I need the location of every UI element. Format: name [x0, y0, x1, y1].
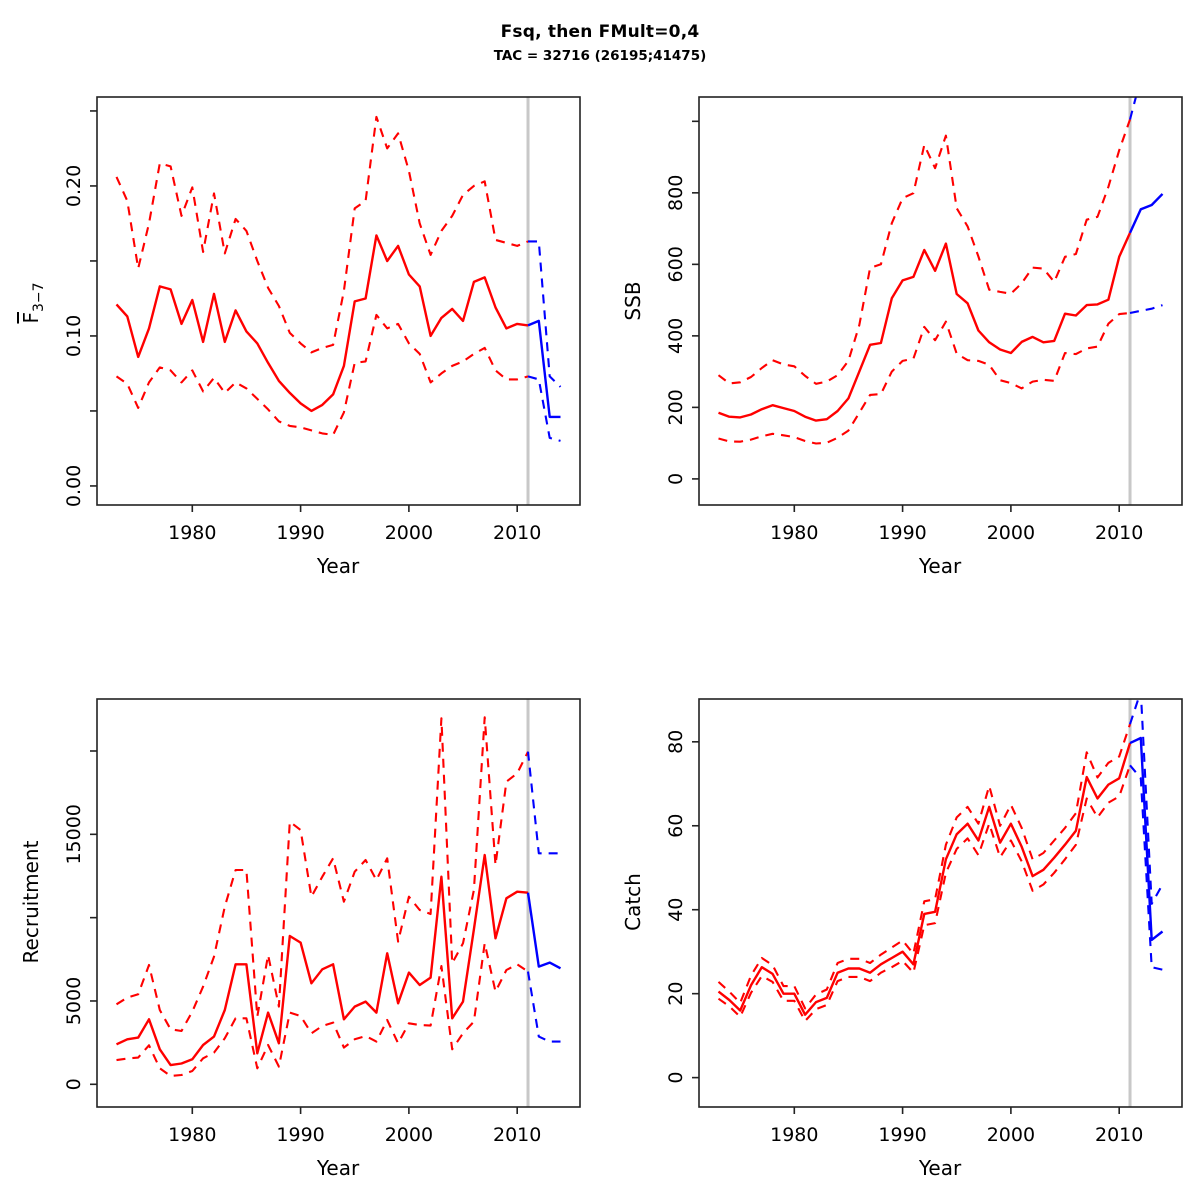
ssb-hist-lower-ci — [718, 311, 1131, 445]
x-tick-label: 1980 — [770, 522, 818, 544]
f-proj-median — [527, 319, 561, 419]
panel-ssb: 1980 1990 2000 2010 0 200 400 600 800 — [665, 96, 1183, 544]
f-hist-lower-ci — [115, 313, 529, 436]
panel-catch: 1980 1990 2000 2010 0 20 40 60 80 — [665, 698, 1183, 1146]
catch-proj-median — [1129, 736, 1164, 942]
y-tick-label: 0 — [63, 1078, 85, 1090]
x-axis-label-f: Year — [316, 554, 360, 578]
ssb-proj-upper-ci — [1128, 97, 1137, 120]
x-tick-label: 2010 — [493, 1124, 541, 1146]
y-tick-label: 0 — [665, 1072, 687, 1084]
f-hist-median — [115, 234, 529, 413]
y-axis-label-catch: Catch — [621, 873, 645, 931]
y-tick-label: 15000 — [63, 804, 85, 864]
ssb-proj-lower-ci — [1129, 304, 1163, 315]
f-proj-upper-ci — [528, 240, 562, 388]
panel-recruitment: 1980 1990 2000 2010 0 5000 15000 — [63, 698, 581, 1146]
y-tick-label: 600 — [665, 246, 687, 282]
recruitment-proj-median — [526, 892, 562, 970]
plot-box-catch — [698, 698, 1183, 1108]
x-axis-label-recruitment: Year — [316, 1156, 360, 1180]
f-proj-lower-ci — [527, 375, 561, 442]
figure-subtitle: TAC = 32716 (26195;41475) — [493, 48, 707, 64]
x-tick-label: 2000 — [987, 1124, 1035, 1146]
x-tick-label: 2000 — [385, 1124, 433, 1146]
x-tick-label: 2010 — [1095, 522, 1143, 544]
x-tick-label: 1980 — [168, 522, 216, 544]
y-tick-label: 800 — [665, 175, 687, 211]
y-tick-label: 0.20 — [63, 165, 85, 207]
recruitment-hist-lower-ci — [116, 942, 529, 1078]
x-tick-label: 1980 — [168, 1124, 216, 1146]
catch-proj-upper-ci — [1129, 699, 1164, 905]
catch-proj-lower-ci — [1129, 764, 1163, 971]
f-subscript: 3−7 — [31, 282, 47, 313]
y-axis-label-recruitment: Recruitment — [19, 840, 43, 964]
panel-f: 1980 1990 2000 2010 0.00 0.10 0.20 — [63, 96, 581, 544]
plot-box-ssb — [698, 96, 1183, 506]
y-tick-label: 40 — [665, 898, 687, 922]
x-axis-label-catch: Year — [918, 1156, 962, 1180]
catch-hist-median — [717, 742, 1132, 1016]
recruitment-proj-upper-ci — [526, 751, 561, 855]
x-tick-label: 2000 — [385, 522, 433, 544]
x-tick-label: 2010 — [1095, 1124, 1143, 1146]
x-axis-label-ssb: Year — [918, 554, 962, 578]
ssb-proj-median — [1128, 193, 1164, 234]
recruitment-proj-lower-ci — [526, 971, 561, 1043]
ssb-hist-median — [718, 232, 1132, 422]
y-tick-label: 0 — [665, 473, 687, 485]
y-tick-label: 5000 — [63, 977, 85, 1025]
x-tick-label: 2000 — [987, 522, 1035, 544]
catch-hist-upper-ci — [717, 723, 1131, 1010]
f-hist-upper-ci — [115, 115, 529, 354]
x-tick-label: 1980 — [770, 1124, 818, 1146]
recruitment-hist-upper-ci — [115, 716, 529, 1033]
catch-hist-lower-ci — [717, 764, 1131, 1023]
plot-box-f — [96, 96, 581, 506]
y-axis-label-ssb: SSB — [621, 281, 645, 321]
y-tick-label: 200 — [665, 389, 687, 425]
y-tick-label: 80 — [665, 730, 687, 754]
y-axis-label-f: F3−7 — [19, 153, 47, 453]
recruitment-hist-median — [115, 853, 529, 1067]
x-tick-label: 1990 — [878, 522, 926, 544]
y-tick-label: 60 — [665, 814, 687, 838]
x-tick-label: 1990 — [878, 1124, 926, 1146]
plot-box-recruitment — [96, 698, 581, 1108]
y-tick-label: 20 — [665, 982, 687, 1006]
x-tick-label: 2010 — [493, 522, 541, 544]
y-tick-label: 0.00 — [63, 465, 85, 507]
x-tick-label: 1990 — [276, 522, 324, 544]
y-tick-label: 0.10 — [63, 315, 85, 357]
y-tick-label: 400 — [665, 318, 687, 354]
f-symbol: F — [19, 312, 43, 324]
x-tick-label: 1990 — [276, 1124, 324, 1146]
figure-title: Fsq, then FMult=0,4 — [500, 22, 700, 42]
